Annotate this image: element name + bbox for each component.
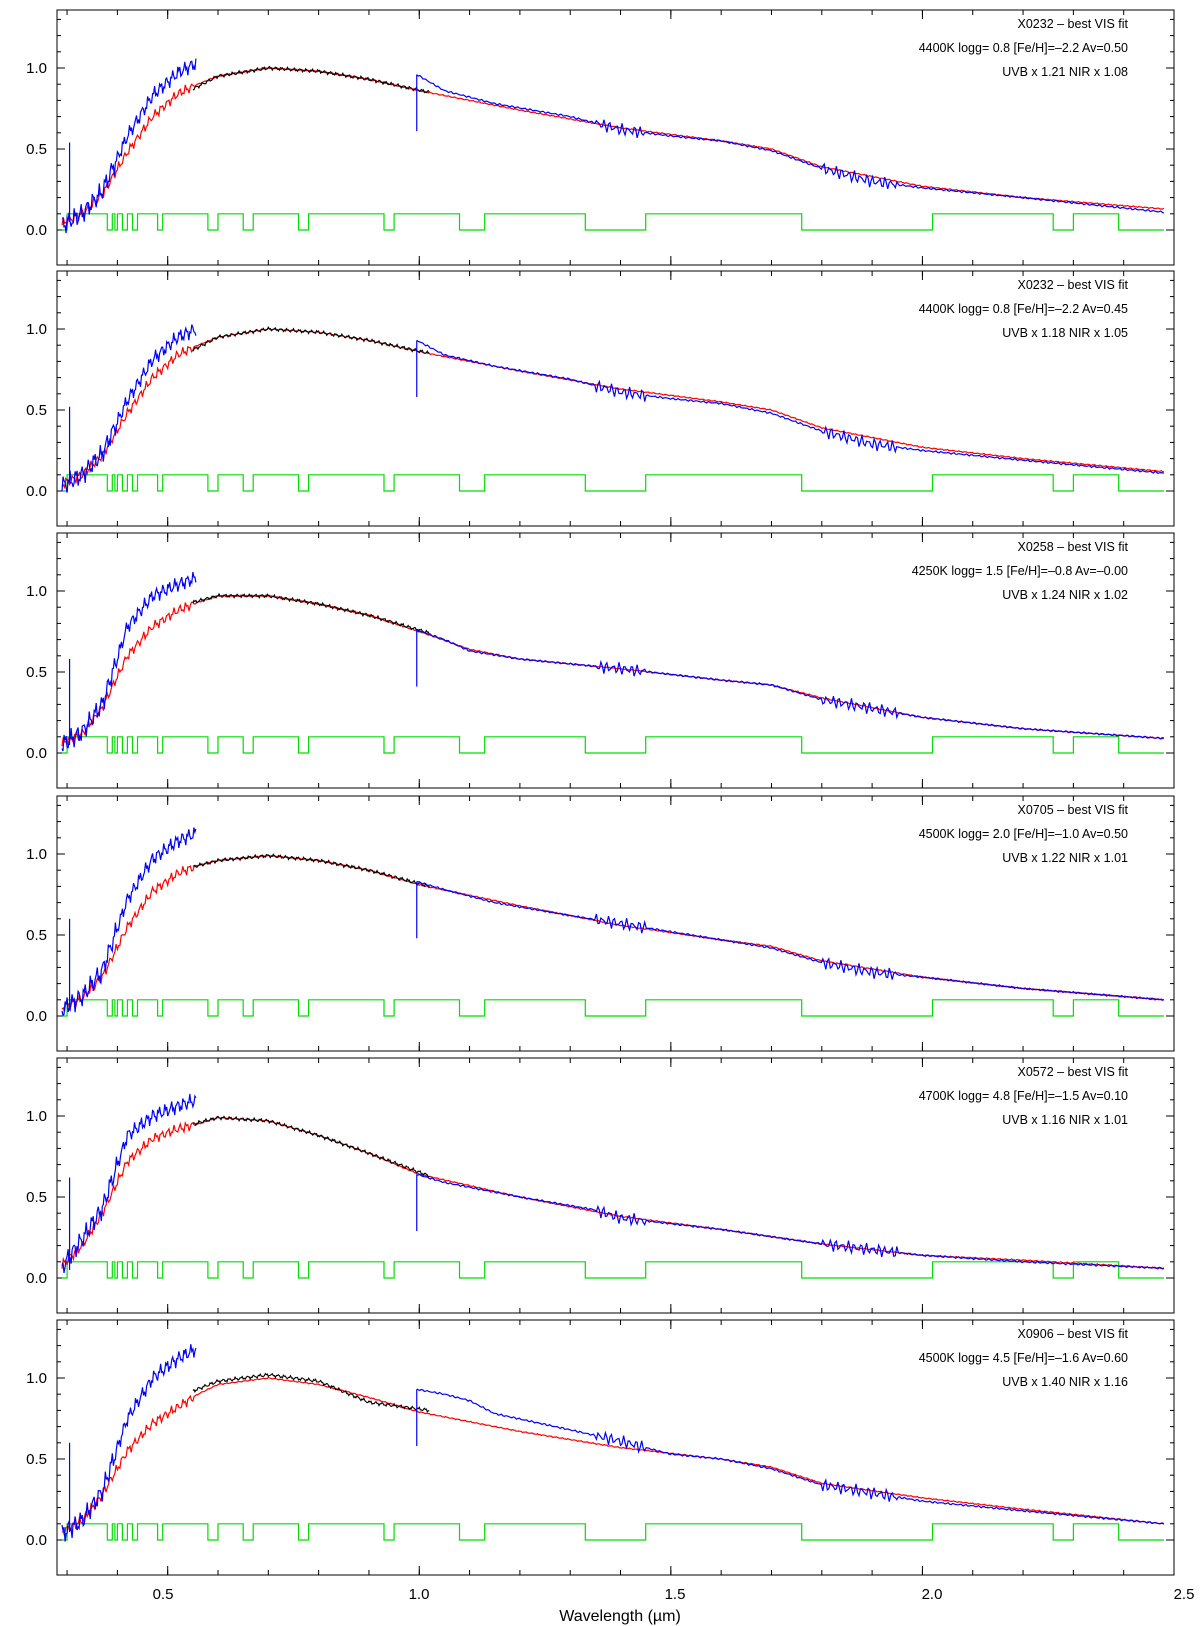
y-tick-label: 1.0 bbox=[26, 1370, 47, 1387]
mask-line bbox=[62, 474, 1164, 492]
model-series bbox=[61, 1376, 1164, 1536]
panel-annotation: 4400K logg= 0.8 [Fe/H]=–2.2 Av=0.50 bbox=[919, 41, 1128, 55]
uvb-series bbox=[61, 58, 197, 234]
mask-line bbox=[62, 213, 1164, 231]
y-tick-label: 1.0 bbox=[26, 321, 47, 338]
uvb-series bbox=[61, 1093, 197, 1274]
model-series bbox=[61, 67, 1165, 228]
y-tick-label: 0.5 bbox=[26, 927, 47, 944]
panel-annotation: UVB x 1.21 NIR x 1.08 bbox=[1002, 65, 1128, 79]
panel-frame bbox=[56, 532, 1175, 789]
panel-annotation: X0906 – best VIS fit bbox=[1018, 1327, 1129, 1341]
panel-1: 0.0 0.5 1.0 X0232 – best VIS fit 4400K logg=… bbox=[26, 9, 1175, 266]
model-series bbox=[61, 594, 1165, 748]
mask-line bbox=[62, 736, 1164, 754]
panel-annotation: UVB x 1.22 NIR x 1.01 bbox=[1002, 851, 1128, 865]
panel-4: 0.0 0.5 1.0 X0705 – best VIS fit 4500K logg=… bbox=[26, 795, 1175, 1052]
panel-frame bbox=[56, 1057, 1175, 1314]
panel-annotation: X0258 – best VIS fit bbox=[1018, 540, 1129, 554]
x-tick-label: 1.0 bbox=[409, 1586, 430, 1603]
y-tick-label: 0.5 bbox=[26, 402, 47, 419]
panel-annotation: 4400K logg= 0.8 [Fe/H]=–2.2 Av=0.45 bbox=[919, 302, 1128, 316]
panel-annotation: UVB x 1.40 NIR x 1.16 bbox=[1002, 1375, 1128, 1389]
panel-annotation: 4500K logg= 2.0 [Fe/H]=–1.0 Av=0.50 bbox=[919, 827, 1128, 841]
x-tick-labels: 0.5 1.0 1.5 2.0 2.5 bbox=[153, 1586, 1195, 1603]
nir-series bbox=[416, 339, 1165, 474]
y-tick-label: 0.5 bbox=[26, 664, 47, 681]
vis-series bbox=[192, 853, 430, 889]
nir-series bbox=[416, 880, 1165, 1001]
panel-annotation: 4500K logg= 4.5 [Fe/H]=–1.6 Av=0.60 bbox=[919, 1351, 1128, 1365]
mask-line bbox=[62, 1523, 1164, 1541]
panel-annotation: UVB x 1.24 NIR x 1.02 bbox=[1002, 588, 1128, 602]
panel-2: 0.0 0.5 1.0 X0232 – best VIS fit 4400K logg=… bbox=[26, 270, 1175, 527]
panel-annotation: 4700K logg= 4.8 [Fe/H]=–1.5 Av=0.10 bbox=[919, 1089, 1128, 1103]
uvb-series bbox=[61, 1344, 197, 1542]
y-tick-label: 0.0 bbox=[26, 1532, 47, 1549]
vis-series bbox=[192, 1115, 430, 1179]
panel-annotation: 4250K logg= 1.5 [Fe/H]=–0.8 Av=–0.00 bbox=[912, 564, 1128, 578]
nir-series bbox=[416, 74, 1165, 214]
y-tick-label: 0.5 bbox=[26, 141, 47, 158]
x-axis-label: Wavelength (µm) bbox=[559, 1608, 681, 1625]
y-tick-label: 0.0 bbox=[26, 483, 47, 500]
y-tick-label: 1.0 bbox=[26, 583, 47, 600]
x-tick-label: 1.5 bbox=[665, 1586, 686, 1603]
model-series bbox=[61, 854, 1164, 1012]
y-tick-label: 0.0 bbox=[26, 1270, 47, 1287]
uvb-series bbox=[61, 571, 197, 752]
y-tick-label: 0.0 bbox=[26, 1008, 47, 1025]
y-tick-label: 1.0 bbox=[26, 846, 47, 863]
panels-group: 0.0 0.5 1.0 X0232 – best VIS fit 4400K logg=… bbox=[26, 9, 1175, 1576]
x-tick-label: 0.5 bbox=[153, 1586, 174, 1603]
nir-series bbox=[416, 1173, 1165, 1270]
panel-annotation: X0232 – best VIS fit bbox=[1018, 17, 1129, 31]
x-tick-label: 2.5 bbox=[1174, 1586, 1195, 1603]
panel-frame bbox=[56, 9, 1175, 266]
panel-5: 0.0 0.5 1.0 X0572 – best VIS fit 4700K logg=… bbox=[26, 1057, 1175, 1314]
mask-line bbox=[62, 999, 1164, 1017]
y-tick-label: 0.0 bbox=[26, 222, 47, 239]
panel-annotation: UVB x 1.16 NIR x 1.01 bbox=[1002, 1113, 1128, 1127]
panel-annotation: X0705 – best VIS fit bbox=[1018, 803, 1129, 817]
y-tick-label: 0.5 bbox=[26, 1189, 47, 1206]
y-tick-label: 1.0 bbox=[26, 60, 47, 77]
y-tick-label: 0.0 bbox=[26, 745, 47, 762]
y-tick-label: 1.0 bbox=[26, 1108, 47, 1125]
panel-annotation: UVB x 1.18 NIR x 1.05 bbox=[1002, 326, 1128, 340]
mask-line bbox=[62, 1261, 1164, 1279]
x-tick-label: 2.0 bbox=[922, 1586, 943, 1603]
panel-annotation: X0232 – best VIS fit bbox=[1018, 278, 1129, 292]
model-series bbox=[61, 1116, 1165, 1270]
panel-3: 0.0 0.5 1.0 X0258 – best VIS fit 4250K logg=… bbox=[26, 532, 1175, 789]
uvb-series bbox=[61, 827, 197, 1017]
model-series bbox=[61, 327, 1164, 490]
vis-series bbox=[192, 65, 430, 94]
vis-series bbox=[192, 1372, 430, 1413]
y-tick-label: 0.5 bbox=[26, 1451, 47, 1468]
panel-frame bbox=[56, 270, 1175, 527]
nir-series bbox=[416, 1388, 1165, 1525]
panel-frame bbox=[56, 1319, 1175, 1576]
panel-6: 0.0 0.5 1.0 X0906 – best VIS fit 4500K logg=… bbox=[26, 1319, 1175, 1576]
vis-series bbox=[192, 592, 430, 635]
nir-series bbox=[416, 628, 1165, 740]
uvb-series bbox=[61, 324, 197, 493]
panel-frame bbox=[56, 795, 1175, 1052]
vis-series bbox=[192, 325, 430, 354]
panel-annotation: X0572 – best VIS fit bbox=[1018, 1065, 1129, 1079]
